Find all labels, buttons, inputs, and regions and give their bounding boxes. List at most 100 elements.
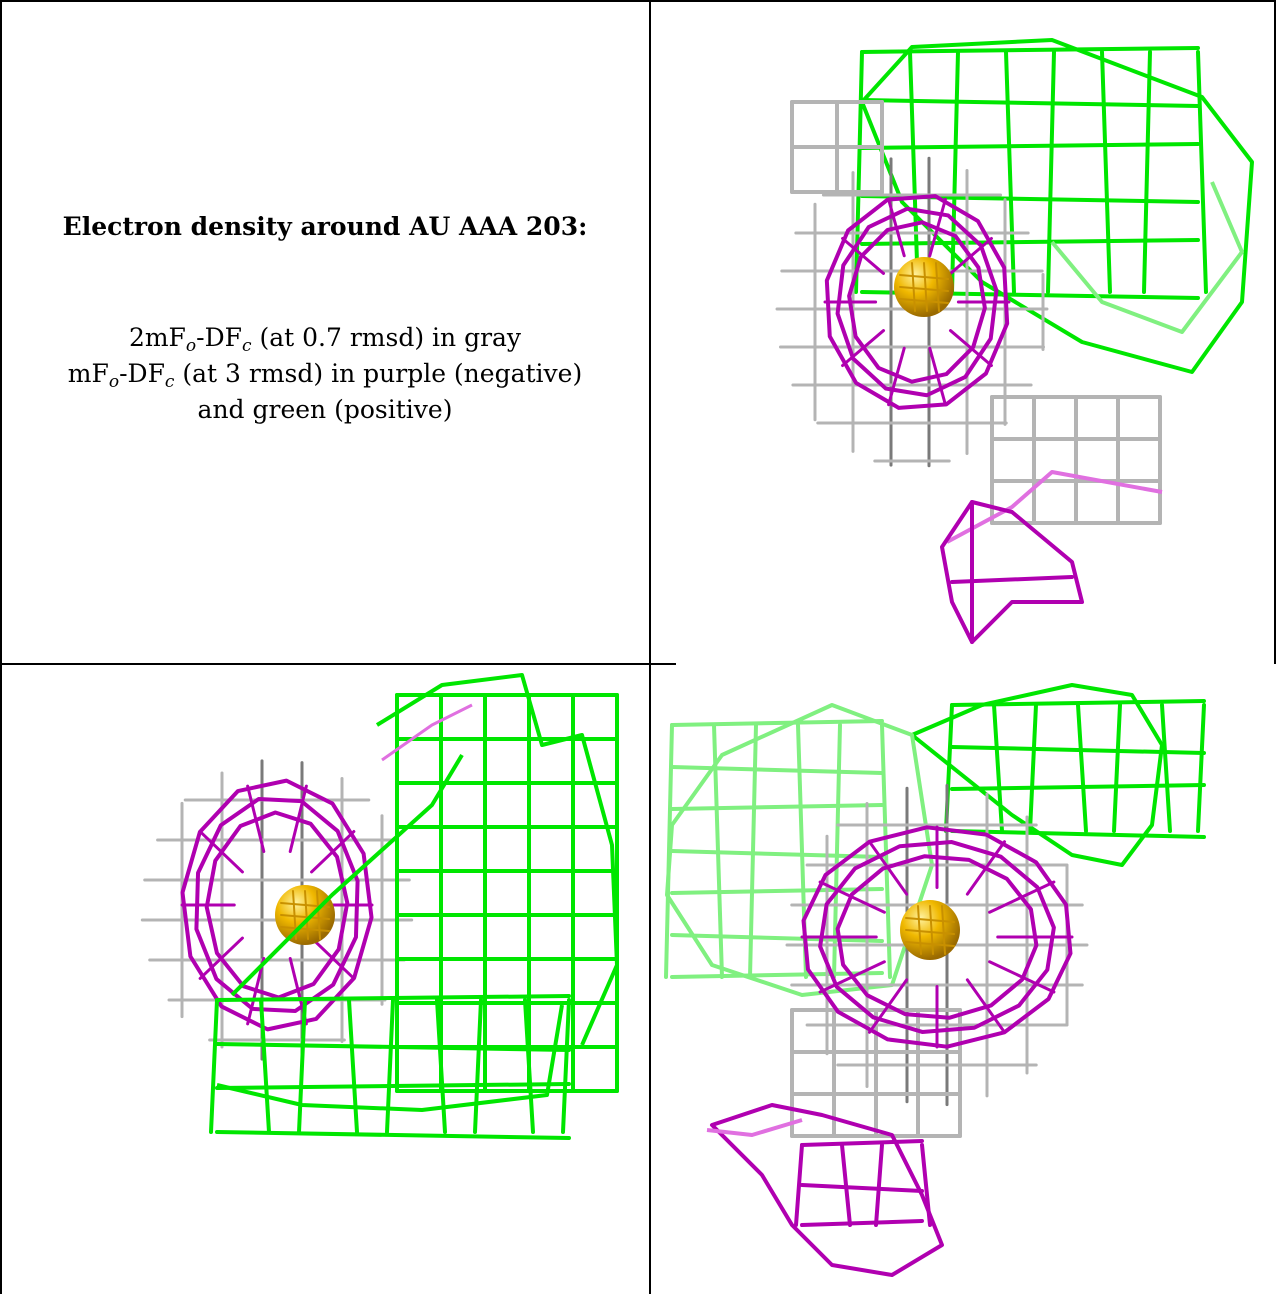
positive-mesh — [215, 1042, 571, 1052]
negative-mesh — [818, 880, 886, 914]
positive-mesh — [230, 753, 464, 997]
atom-mesh-line — [911, 262, 916, 312]
positive-mesh — [860, 238, 1200, 246]
negative-mesh — [288, 784, 308, 854]
positive-mesh — [215, 994, 571, 1002]
positive-mesh — [910, 683, 1164, 867]
negative-mesh — [965, 978, 1006, 1034]
positive-mesh — [908, 50, 920, 294]
negative-mesh — [800, 1183, 924, 1193]
positive-mesh — [1112, 703, 1122, 833]
positive-mesh — [215, 1130, 571, 1140]
atom-mesh-line — [304, 890, 309, 940]
positive-mesh — [259, 998, 271, 1134]
positive-mesh — [670, 971, 884, 979]
caption-legend: 2mFo-DFc (at 0.7 rmsd) in gray mFo-DFc (… — [0, 320, 650, 428]
negative-mesh — [946, 470, 1163, 544]
atom-mesh-line — [280, 914, 330, 920]
atom-mesh-line — [935, 262, 940, 312]
positive-mesh — [1050, 181, 1244, 334]
positive-mesh — [670, 719, 884, 727]
atom-mesh-line — [917, 905, 922, 955]
positive-mesh — [561, 998, 571, 1134]
density-view-bottom-right — [652, 665, 1274, 1293]
positive-mesh — [435, 998, 447, 1134]
atom-mesh-line — [929, 905, 934, 955]
positive-mesh — [670, 887, 884, 895]
positive-mesh — [1046, 50, 1056, 294]
negative-mesh — [194, 796, 360, 1014]
divider-horizontal-left — [0, 663, 676, 665]
negative-mesh — [887, 346, 906, 407]
positive-mesh — [950, 829, 1206, 839]
mesh-canvas — [664, 683, 1206, 1277]
negative-mesh — [800, 1139, 924, 1147]
negative-mesh — [841, 329, 886, 367]
density-view-top-right — [652, 2, 1274, 662]
positive-mesh — [215, 1082, 571, 1090]
positive-mesh — [473, 998, 483, 1134]
positive-mesh — [1196, 50, 1208, 294]
positive-mesh — [1028, 703, 1038, 833]
positive-mesh — [523, 998, 535, 1134]
negative-mesh — [868, 840, 909, 896]
positive-mesh — [860, 142, 1200, 150]
legend-fofc: mFo-DFc (at 3 rmsd) in purple (negative) — [67, 359, 583, 392]
negative-mesh — [801, 825, 1073, 1049]
caption-title: Electron density around AU AAA 203: — [62, 212, 588, 241]
positive-mesh — [665, 703, 934, 997]
atom-mesh-line — [280, 926, 330, 932]
negative-mesh — [800, 1219, 924, 1227]
atom-mesh-line — [905, 941, 955, 947]
negative-mesh — [868, 978, 909, 1034]
negative-mesh — [198, 936, 244, 980]
negative-mesh — [928, 197, 947, 258]
legend-2fofc: 2mFo-DFc (at 0.7 rmsd) in gray — [128, 323, 522, 356]
negative-mesh — [381, 703, 473, 762]
negative-mesh — [246, 956, 266, 1026]
positive-mesh — [1196, 703, 1206, 833]
positive-mesh — [670, 849, 884, 859]
positive-mesh — [748, 723, 758, 979]
border-right — [1274, 0, 1276, 664]
positive-mesh — [860, 98, 1200, 108]
negative-mesh — [948, 237, 993, 275]
positive-mesh — [670, 933, 884, 943]
negative-mesh — [887, 197, 906, 258]
border-left — [0, 0, 2, 1294]
atom-mesh-line — [899, 298, 949, 304]
positive-mesh — [1004, 50, 1016, 294]
negative-mesh — [841, 237, 886, 275]
positive-mesh — [209, 998, 219, 1134]
negative-mesh — [920, 1143, 932, 1227]
positive-mesh — [375, 673, 619, 1046]
positive-mesh — [860, 38, 1254, 374]
atom-mesh-line — [905, 929, 955, 935]
mesh-canvas — [140, 673, 619, 1140]
positive-mesh — [216, 1004, 564, 1112]
negative-mesh — [835, 854, 1039, 1020]
atom-mesh-line — [899, 286, 949, 292]
negative-mesh — [818, 840, 1056, 1034]
negative-mesh — [246, 784, 266, 854]
negative-mesh — [928, 346, 947, 407]
positive-mesh — [1100, 50, 1112, 294]
positive-mesh — [832, 723, 842, 979]
negative-mesh — [948, 329, 993, 367]
negative-mesh — [198, 830, 244, 874]
border-top — [0, 0, 1276, 2]
negative-mesh — [310, 936, 356, 980]
positive-mesh — [992, 703, 1004, 833]
positive-mesh — [670, 803, 884, 811]
positive-mesh — [860, 46, 1200, 54]
positive-mesh — [385, 998, 395, 1134]
positive-mesh — [347, 998, 359, 1134]
negative-mesh — [988, 880, 1056, 914]
negative-mesh — [950, 575, 1074, 584]
positive-mesh — [1142, 50, 1152, 294]
negative-mesh — [874, 1143, 884, 1227]
positive-mesh — [950, 783, 1206, 791]
positive-mesh — [1076, 703, 1088, 833]
negative-mesh — [940, 500, 1084, 644]
